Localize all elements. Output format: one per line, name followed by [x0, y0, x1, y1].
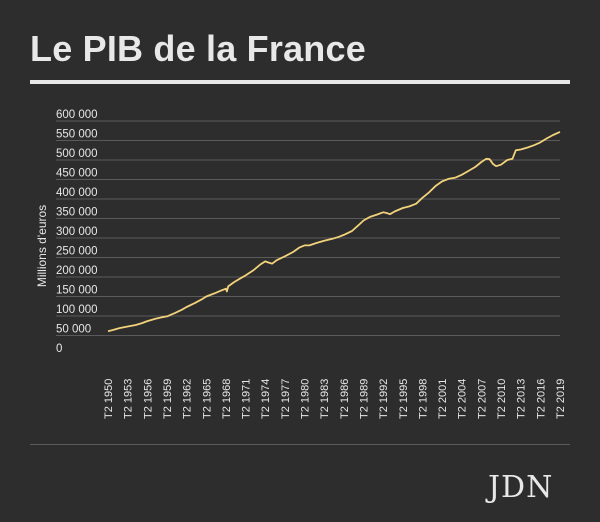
y-tick-label: 300 000 — [56, 226, 98, 238]
x-tick-label: T2 1989 — [358, 379, 370, 419]
x-tick-label: T2 1962 — [182, 379, 194, 419]
x-tick-label: T2 2010 — [496, 379, 508, 419]
x-tick-label: T2 1974 — [260, 379, 272, 419]
y-tick-label: 500 000 — [56, 148, 98, 160]
x-tick-label: T2 1959 — [162, 379, 174, 419]
x-tick-labels: T2 1950 T2 1953 T2 1956 T2 1959 T2 1962 T2 19… — [103, 379, 567, 419]
y-tick-label: 50 000 — [56, 324, 91, 336]
y-tick-label: 100 000 — [56, 304, 98, 316]
y-tick-label: 150 000 — [56, 285, 98, 297]
x-tick-label: T2 1950 — [103, 379, 115, 419]
y-tick-label: 400 000 — [56, 187, 98, 199]
y-tick-label: 350 000 — [56, 207, 98, 219]
page-title: Le PIB de la France — [30, 28, 366, 69]
jdn-logo: JDN — [488, 470, 554, 505]
x-tick-label: T2 1977 — [280, 379, 292, 419]
x-tick-label: T2 2004 — [457, 379, 469, 419]
footer-divider — [30, 444, 570, 445]
x-tick-label: T2 1995 — [398, 379, 410, 419]
y-tick-label: 0 — [56, 343, 62, 355]
x-tick-label: T2 2001 — [437, 379, 449, 419]
x-tick-label: T2 2013 — [516, 379, 528, 419]
x-tick-label: T2 1980 — [300, 379, 312, 419]
gdp-series-line — [107, 131, 561, 333]
x-tick-label: T2 2007 — [476, 379, 488, 419]
x-tick-label: T2 1968 — [221, 379, 233, 419]
x-tick-label: T2 1971 — [241, 379, 253, 419]
y-axis-label: Millions d'euros — [35, 205, 49, 287]
y-tick-label: 450 000 — [56, 168, 98, 180]
x-tick-label: T2 1953 — [123, 379, 135, 419]
series-layer — [107, 131, 561, 333]
x-tick-label: T2 2016 — [535, 379, 547, 419]
y-tick-label: 600 000 — [56, 109, 98, 121]
y-tick-labels: 0 50 000 100 000 150 000 200 000 250 000 300 0… — [56, 109, 98, 355]
x-tick-label: T2 2019 — [555, 379, 567, 419]
x-tick-label: T2 1965 — [201, 379, 213, 419]
title-divider — [30, 80, 570, 84]
x-tick-label: T2 1983 — [319, 379, 331, 419]
x-tick-label: T2 1992 — [378, 379, 390, 419]
y-tick-label: 200 000 — [56, 265, 98, 277]
x-tick-label: T2 1998 — [417, 379, 429, 419]
grid-lines — [56, 120, 560, 336]
x-tick-label: T2 1986 — [339, 379, 351, 419]
x-tick-label: T2 1956 — [142, 379, 154, 419]
y-tick-label: 550 000 — [56, 129, 98, 141]
y-tick-label: 250 000 — [56, 246, 98, 258]
